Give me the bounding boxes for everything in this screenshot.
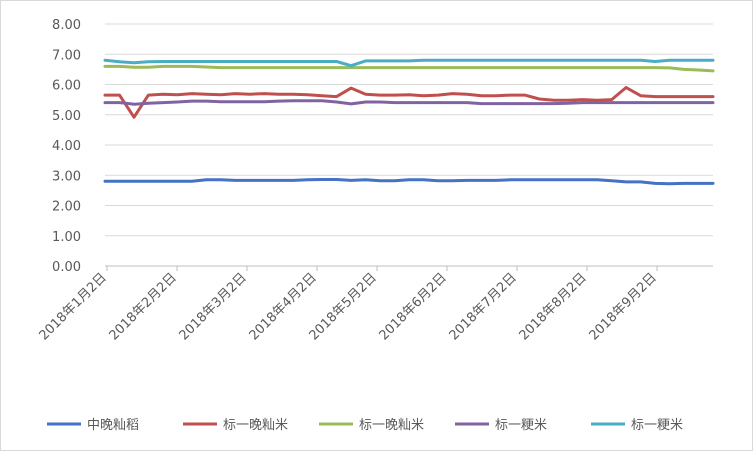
y-tick-label: 1.00	[52, 230, 81, 245]
x-tick-label: 2018年9月2日	[587, 270, 660, 343]
y-tick-label: 0.00	[52, 260, 81, 275]
y-tick-label: 5.00	[52, 109, 81, 124]
series-line-3	[103, 99, 715, 106]
series-line-0	[103, 178, 715, 186]
legend: 中晚籼稻 标一晚籼米 标一晚籼米 标一粳米 标一粳米	[47, 418, 683, 433]
legend-label: 标一粳米	[631, 418, 683, 433]
legend-label: 标一晚籼米	[359, 418, 424, 433]
x-tick-label: 2018年7月2日	[447, 270, 520, 343]
y-tick-label: 3.00	[52, 169, 81, 184]
legend-label: 标一粳米	[495, 418, 547, 433]
legend-label: 中晚籼稻	[87, 418, 139, 433]
y-tick-label: 4.00	[52, 139, 81, 154]
series-line-2	[103, 64, 715, 73]
gridlines	[105, 23, 713, 237]
series-lines	[103, 58, 715, 186]
y-tick-label: 7.00	[52, 48, 81, 63]
legend-label: 标一晚籼米	[223, 418, 288, 433]
x-tick-label: 2018年8月2日	[517, 270, 590, 343]
x-axis-ticks: 2018年1月2日2018年2月2日2018年3月2日2018年4月2日2018…	[37, 266, 660, 344]
y-tick-label: 6.00	[52, 79, 81, 94]
y-axis-ticks: 0.00 1.00 2.00 3.00 4.00 5.00 6.00 7.00 8.00	[52, 18, 81, 275]
x-tick-label: 2018年1月2日	[37, 270, 110, 343]
y-tick-label: 2.00	[52, 200, 81, 215]
series-line-1	[103, 86, 715, 119]
series-line-4	[103, 58, 715, 68]
x-tick-label: 2018年2月2日	[107, 270, 180, 343]
x-tick-label: 2018年6月2日	[377, 270, 450, 343]
y-tick-label: 8.00	[52, 18, 81, 33]
x-tick-label: 2018年3月2日	[177, 270, 250, 343]
